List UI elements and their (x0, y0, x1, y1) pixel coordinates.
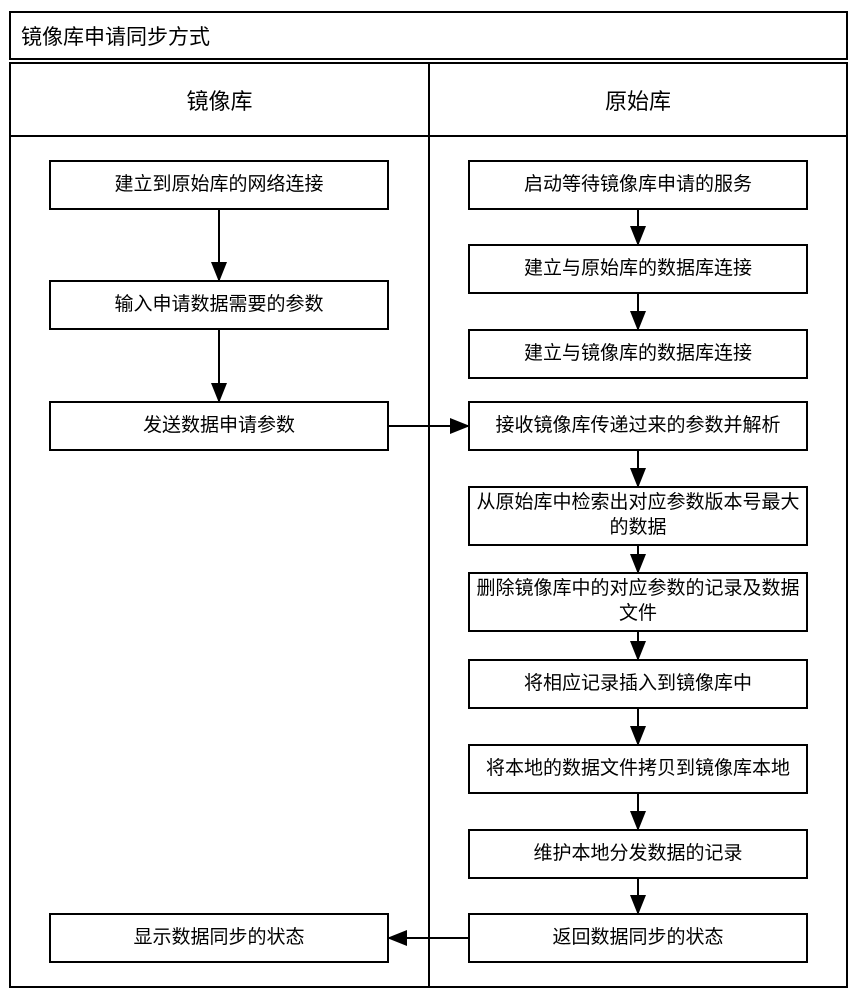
header-right-label: 原始库 (605, 84, 671, 116)
node-R7: 将相应记录插入到镜像库中 (468, 659, 808, 709)
node-L4: 显示数据同步的状态 (49, 913, 389, 963)
node-R9: 维护本地分发数据的记录 (468, 829, 808, 879)
node-L2: 输入申请数据需要的参数 (49, 280, 389, 330)
node-L3-text: 发送数据申请参数 (143, 414, 295, 439)
header-left-label: 镜像库 (186, 84, 252, 116)
node-R8-text: 将本地的数据文件拷贝到镜像库本地 (486, 757, 790, 782)
node-R10-text: 返回数据同步的状态 (552, 926, 723, 951)
swimlane-body-left (9, 135, 430, 988)
node-R4: 接收镜像库传递过来的参数并解析 (468, 401, 808, 451)
node-L1: 建立到原始库的网络连接 (49, 160, 389, 210)
node-R7-text: 将相应记录插入到镜像库中 (524, 672, 752, 697)
header-left: 镜像库 (9, 62, 430, 137)
node-L3: 发送数据申请参数 (49, 401, 389, 451)
node-R6: 删除镜像库中的对应参数的记录及数据文件 (468, 572, 808, 632)
header-right: 原始库 (428, 62, 848, 137)
node-R1-text: 启动等待镜像库申请的服务 (524, 173, 752, 198)
node-L1-text: 建立到原始库的网络连接 (114, 173, 323, 198)
diagram-container: 镜像库申请同步方式 镜像库 原始库 建立到原始库的网络连接 输入申请数据需要的参… (0, 0, 858, 1000)
node-L2-text: 输入申请数据需要的参数 (114, 293, 323, 318)
node-R6-text: 删除镜像库中的对应参数的记录及数据文件 (476, 577, 800, 626)
node-R3-text: 建立与镜像库的数据库连接 (524, 342, 752, 367)
node-R9-text: 维护本地分发数据的记录 (533, 842, 742, 867)
node-R2-text: 建立与原始库的数据库连接 (524, 257, 752, 282)
node-R1: 启动等待镜像库申请的服务 (468, 160, 808, 210)
node-L4-text: 显示数据同步的状态 (133, 926, 304, 951)
node-R2: 建立与原始库的数据库连接 (468, 244, 808, 294)
node-R4-text: 接收镜像库传递过来的参数并解析 (495, 414, 780, 439)
title-box: 镜像库申请同步方式 (9, 11, 848, 60)
node-R3: 建立与镜像库的数据库连接 (468, 329, 808, 379)
title-text: 镜像库申请同步方式 (21, 21, 210, 51)
node-R5: 从原始库中检索出对应参数版本号最大的数据 (468, 486, 808, 546)
node-R8: 将本地的数据文件拷贝到镜像库本地 (468, 744, 808, 794)
node-R10: 返回数据同步的状态 (468, 913, 808, 963)
node-R5-text: 从原始库中检索出对应参数版本号最大的数据 (476, 491, 800, 540)
